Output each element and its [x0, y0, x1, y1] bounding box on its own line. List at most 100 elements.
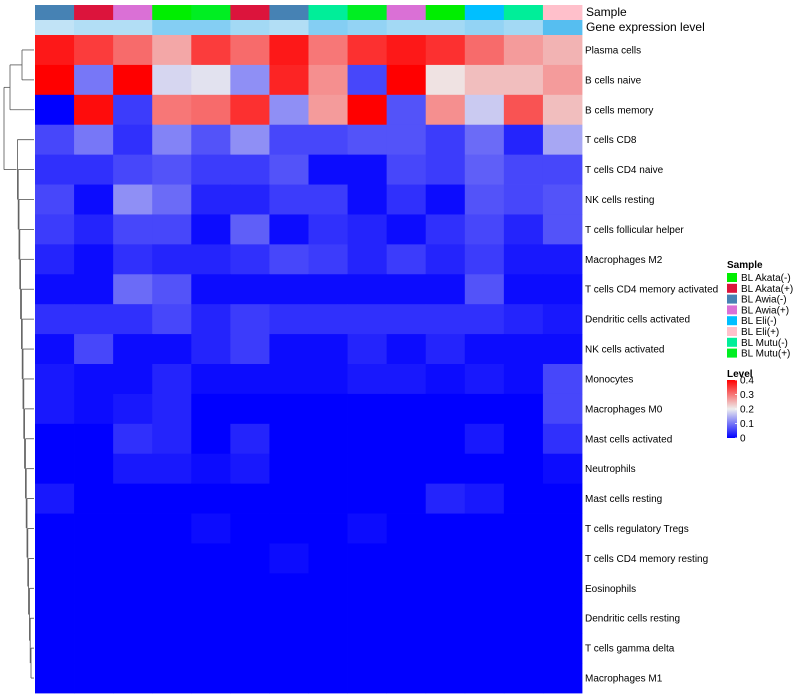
heatmap-cell — [542, 663, 583, 694]
sample-track-cell — [269, 5, 309, 20]
sample-track-cell — [542, 5, 583, 20]
heatmap-cell — [425, 483, 466, 514]
heatmap-cell — [425, 543, 466, 574]
heatmap-cell — [35, 94, 75, 126]
row-label: T cells regulatory Tregs — [585, 524, 689, 535]
heatmap-cell — [152, 35, 192, 66]
heatmap-cell — [74, 214, 114, 245]
heatmap-cell — [542, 483, 583, 514]
heatmap-cell — [425, 573, 466, 604]
heatmap-cell — [503, 184, 544, 215]
heatmap-cell — [269, 64, 309, 96]
heatmap-cell — [230, 214, 270, 245]
heatmap-cell — [113, 334, 153, 365]
heatmap-cell — [308, 483, 348, 514]
heatmap-cell — [425, 334, 466, 365]
heatmap-cell — [308, 35, 348, 66]
heatmap-cell — [152, 573, 192, 604]
heatmap-cell — [386, 304, 427, 335]
heatmap-cell — [191, 453, 231, 485]
heatmap-cell — [191, 364, 231, 395]
heatmap-cell — [74, 633, 114, 664]
heatmap-cell — [542, 35, 583, 66]
row-label: Macrophages M1 — [585, 674, 663, 685]
heatmap-cell — [74, 35, 114, 66]
heatmap-cell — [542, 513, 583, 544]
heatmap-cell — [503, 663, 544, 694]
heatmap-cell — [347, 35, 388, 66]
heatmap-cell — [386, 603, 427, 634]
heatmap-cell — [542, 214, 583, 245]
heatmap-cell — [152, 184, 192, 215]
colorbar-tick-label: 0.4 — [740, 376, 754, 387]
heatmap-cell — [425, 124, 466, 156]
heatmap-cell — [464, 154, 505, 185]
row-label: T cells follicular helper — [585, 225, 684, 236]
heatmap-cell — [542, 603, 583, 634]
legend-label: BL Akata(-) — [741, 273, 791, 284]
heatmap-cell — [74, 663, 114, 694]
heatmap-cell — [503, 94, 544, 126]
annotation-tracks — [35, 5, 583, 35]
row-label: Neutrophils — [585, 464, 636, 475]
heatmap-cell — [35, 64, 75, 96]
heatmap-cell — [503, 543, 544, 574]
heatmap-cell — [191, 64, 231, 96]
row-label: Dendritic cells resting — [585, 614, 680, 625]
heatmap-cell — [347, 453, 388, 485]
heatmap-cell — [464, 393, 505, 425]
colorbar-tick-label: 0.2 — [740, 405, 754, 416]
heatmap-cell — [152, 603, 192, 634]
heatmap-cell — [542, 573, 583, 604]
heatmap-cell — [191, 244, 231, 275]
heatmap-cell — [230, 304, 270, 335]
heatmap-cell — [269, 244, 309, 275]
heatmap-cell — [347, 244, 388, 275]
heatmap-cell — [113, 64, 153, 96]
colorbar-tick-label: 0.1 — [740, 419, 754, 430]
heatmap-cell — [503, 214, 544, 245]
legend-label: BL Akata(+) — [741, 284, 793, 295]
heatmap-cell — [113, 94, 153, 126]
heatmap-cell — [269, 364, 309, 395]
heatmap-cell — [464, 274, 505, 305]
heatmap-cell — [35, 364, 75, 395]
heatmap-cell — [347, 633, 388, 664]
heatmap-cell — [74, 573, 114, 604]
heatmap-cell — [425, 304, 466, 335]
heatmap-cell — [386, 483, 427, 514]
heatmap-cell — [503, 244, 544, 275]
heatmap-cell — [464, 483, 505, 514]
heatmap-cell — [74, 543, 114, 574]
heatmap-cell — [230, 364, 270, 395]
heatmap-cell — [74, 94, 114, 126]
heatmap-cell — [464, 124, 505, 156]
legend-swatch — [727, 337, 737, 347]
row-label: NK cells resting — [585, 195, 654, 206]
heatmap-cell — [74, 154, 114, 185]
row-label: B cells memory — [585, 105, 653, 116]
legend-title: Sample — [727, 260, 763, 271]
expression-track-cell — [464, 20, 505, 35]
heatmap-cell — [152, 423, 192, 455]
sample-track-cell — [230, 5, 270, 20]
heatmap-cell — [464, 64, 505, 96]
expression-track-cell — [230, 20, 270, 35]
heatmap-cell — [542, 543, 583, 574]
heatmap-cell — [308, 64, 348, 96]
heatmap-cell — [152, 214, 192, 245]
row-label: NK cells activated — [585, 345, 664, 356]
heatmap-cell — [386, 94, 427, 126]
heatmap-cell — [113, 35, 153, 66]
heatmap-cell — [464, 633, 505, 664]
heatmap-cell — [152, 94, 192, 126]
heatmap-cell — [74, 274, 114, 305]
heatmap-cell — [308, 124, 348, 156]
heatmap-cell — [464, 543, 505, 574]
heatmap-cell — [542, 423, 583, 455]
expression-track-cell — [113, 20, 153, 35]
heatmap-cell — [74, 513, 114, 544]
heatmap-cell — [347, 423, 388, 455]
